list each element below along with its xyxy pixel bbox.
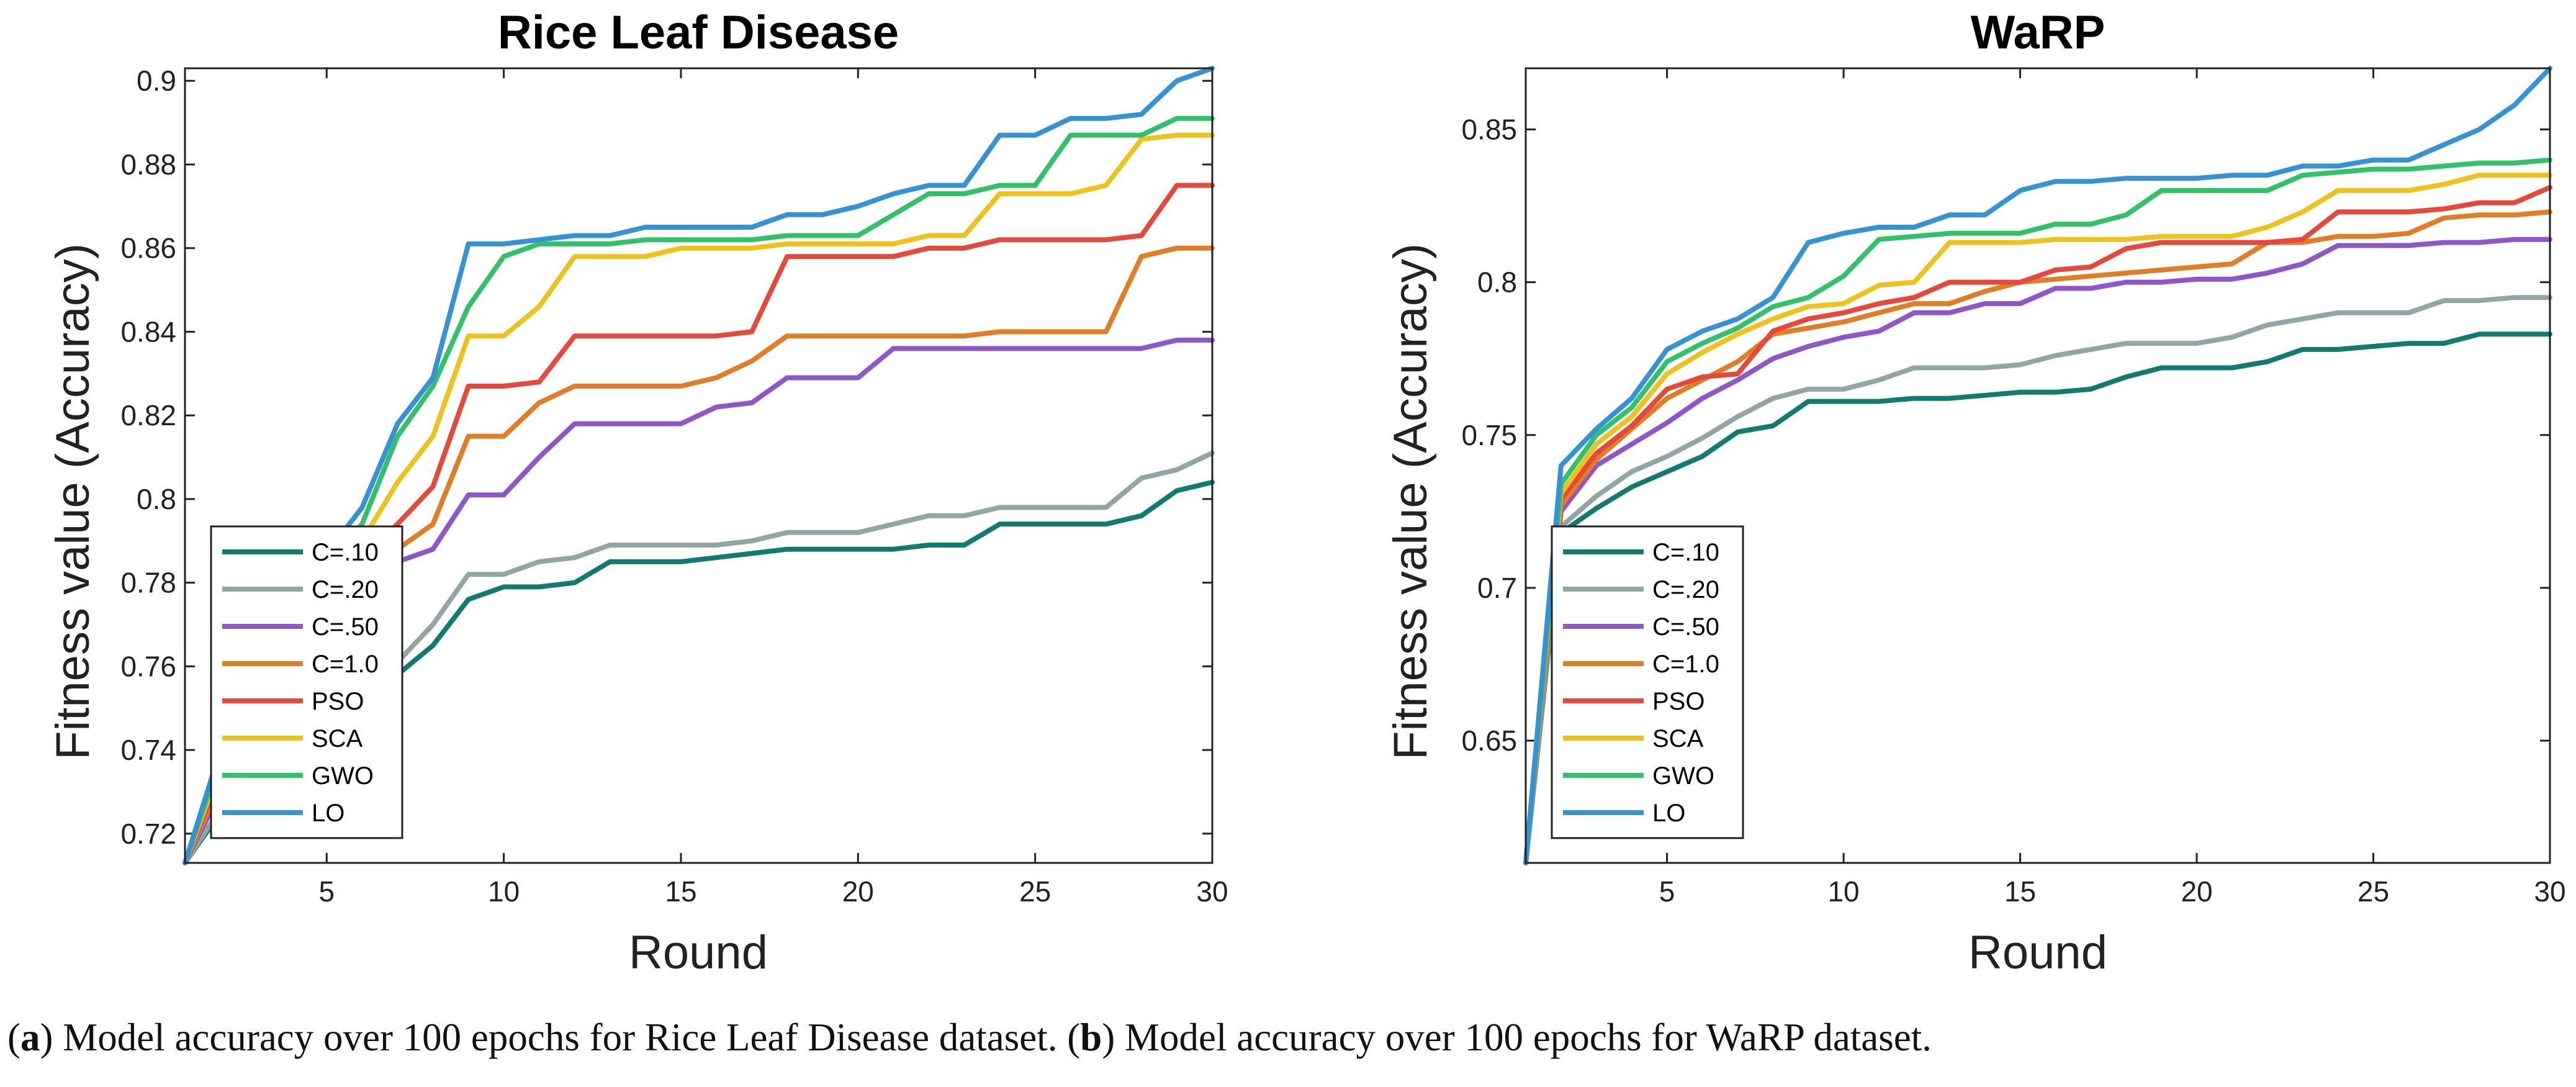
x-tick-label: 10 [1827,875,1859,908]
legend-label: C=.50 [1652,613,1719,641]
legend-box [1551,525,1744,839]
x-tick-label: 30 [2534,875,2565,908]
legend-label: PSO [1652,688,1705,715]
legend-box [210,525,403,839]
series-line-c-10 [1523,332,2552,865]
chart-title: Rice Leaf Disease [498,6,899,59]
y-axis-label: Fitness value (Accuracy) [1384,243,1437,760]
legend-label: PSO [312,688,364,715]
caption-b-label: b [1080,1016,1102,1059]
x-tick-label: 25 [2358,875,2389,908]
series-line-lo [1523,66,2552,865]
x-axis-label: Round [629,926,768,979]
x-tick-label: 20 [2181,875,2212,908]
y-axis-label: Fitness value (Accuracy) [47,243,99,760]
series-line-c-1-0 [1523,209,2552,865]
legend: C=.10 C=.20 C=.50 C=1.0 PSO SCA GWO LO [1551,525,1744,839]
x-tick-label: 10 [488,875,520,908]
y-tick-label: 0.88 [120,148,176,181]
series-line-lo [182,66,1215,865]
figure-caption: (a) Model accuracy over 100 epochs for R… [7,1016,1932,1059]
y-tick-label: 0.85 [1461,113,1517,145]
series-line-pso [1523,185,2552,865]
chart-warp: WaRP Fitness value (Accuracy) Round 5 10 1… [1384,6,2566,979]
x-tick-label: 5 [318,875,335,908]
caption-a-text: ) Model accuracy over 100 epochs for Ric… [40,1016,1081,1059]
x-tick-label: 20 [842,875,874,908]
series-line-gwo [1523,157,2552,865]
legend-label: C=1.0 [312,651,379,678]
y-tick-label: 0.74 [120,734,176,766]
x-tick-label: 25 [1019,875,1051,908]
plot-frame [1524,67,2551,864]
y-tick-label: 0.75 [1461,419,1517,451]
legend-label: GWO [1652,762,1714,790]
legend-label: C=.20 [312,576,379,603]
legend-label: LO [312,800,345,827]
legend-label: C=1.0 [1652,651,1719,678]
y-tick-label: 0.7 [1477,572,1517,604]
x-tick-label: 15 [2004,875,2036,908]
legend-label: LO [1652,800,1685,827]
chart-rice-leaf-disease: Rice Leaf Disease Fitness value (Accurac… [47,6,1228,979]
y-tick-label: 0.9 [137,65,176,97]
legend-label: SCA [312,725,363,752]
legend: C=.10 C=.20 C=.50 C=1.0 PSO SCA GWO LO [210,525,403,839]
legend-label: C=.10 [312,539,379,566]
x-tick-label: 5 [1659,875,1675,908]
chart-title: WaRP [1971,6,2105,59]
y-tick-label: 0.84 [120,315,176,348]
y-tick-label: 0.8 [1477,266,1517,299]
caption-a-label: a [20,1016,40,1059]
figure: Rice Leaf Disease Fitness value (Accurac… [47,6,2566,979]
y-tick-label: 0.76 [120,650,176,682]
legend-label: SCA [1652,725,1704,752]
caption-b-text: ) Model accuracy over 100 epochs for WaR… [1102,1016,1932,1059]
y-tick-label: 0.86 [120,232,176,264]
series-line-c-50 [1523,237,2552,865]
y-tick-label: 0.78 [120,567,176,599]
plot-frame [184,67,1214,864]
series-line-sca [1523,173,2552,865]
legend-label: C=.50 [312,613,379,641]
x-tick-label: 15 [665,875,696,908]
y-tick-label: 0.72 [120,818,176,850]
y-tick-label: 0.82 [120,399,176,431]
x-tick-label: 30 [1196,875,1228,908]
legend-label: C=.20 [1652,576,1719,603]
series-lines [1523,66,2552,865]
legend-label: GWO [312,762,374,790]
axis-ticks: 5 10 15 20 25 30 0.72 0.74 0.76 0.78 0.8 0.82 0.84 0.… [120,65,1228,908]
series-line-c-20 [1523,295,2552,865]
y-tick-label: 0.8 [137,483,176,515]
legend-label: C=.10 [1652,539,1719,566]
y-tick-label: 0.65 [1461,724,1517,757]
x-axis-label: Round [1968,926,2107,979]
